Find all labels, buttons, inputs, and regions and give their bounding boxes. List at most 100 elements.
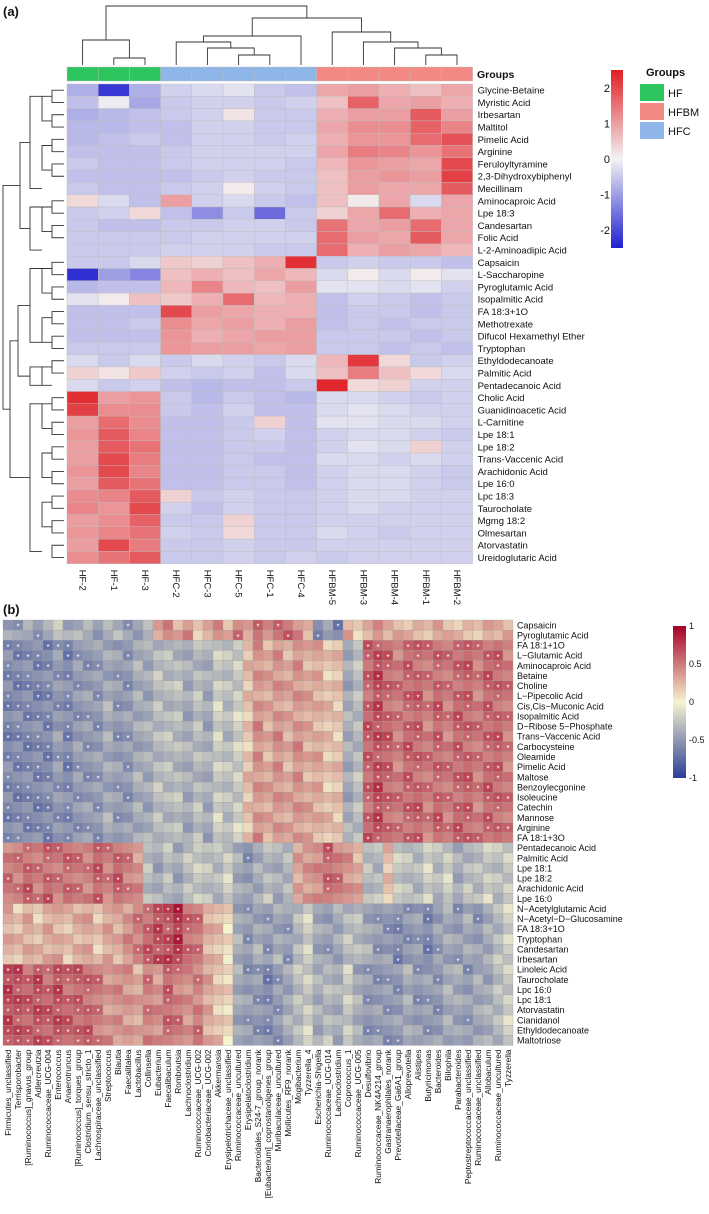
significance-mark: * xyxy=(146,957,149,966)
heatmap-b-cell xyxy=(122,822,134,833)
heatmap-b-cell xyxy=(32,944,44,955)
heatmap-b-cell xyxy=(252,903,264,914)
heatmap-a-cell xyxy=(378,514,411,528)
heatmap-b-cell xyxy=(42,670,54,681)
heatmap-a-cell xyxy=(410,477,442,491)
heatmap-b-cell xyxy=(142,751,154,762)
heatmap-b-cell xyxy=(302,832,314,844)
heatmap-a-cell xyxy=(222,268,255,282)
heatmap-b-cell xyxy=(202,711,214,722)
heatmap-b-cell xyxy=(122,812,134,823)
row-label: Mecillinam xyxy=(478,184,523,195)
heatmap-b-cell xyxy=(72,873,84,884)
significance-mark: * xyxy=(446,825,449,834)
heatmap-b-cell xyxy=(282,792,294,803)
heatmap-b-cell xyxy=(452,1004,464,1016)
significance-mark: * xyxy=(406,906,409,915)
significance-mark: * xyxy=(46,1038,49,1047)
heatmap-b-cell xyxy=(152,670,164,681)
heatmap-b-cell xyxy=(82,873,94,884)
heatmap-b-cell xyxy=(392,721,404,732)
heatmap-b-cell xyxy=(212,852,224,864)
heatmap-b-cell xyxy=(342,812,354,823)
heatmap-b-cell xyxy=(352,751,364,762)
heatmap-b-cell xyxy=(72,619,84,631)
row-label: Mgmg 18:2 xyxy=(478,516,526,527)
heatmap-b-cell xyxy=(422,862,434,874)
significance-mark: * xyxy=(66,815,69,824)
heatmap-b-cell xyxy=(372,852,384,864)
significance-mark: * xyxy=(56,785,59,794)
heatmap-a-cell xyxy=(191,317,224,331)
significance-mark: * xyxy=(6,704,9,713)
heatmap-b-cell xyxy=(52,690,64,702)
heatmap-b-cell xyxy=(32,670,44,681)
heatmap-a-cell xyxy=(97,194,130,208)
heatmap-b-cell xyxy=(482,984,494,995)
heatmap-b-cell xyxy=(502,852,514,864)
heatmap-b-cell xyxy=(462,822,474,833)
heatmap-b-cell xyxy=(492,954,504,965)
heatmap-b-cell xyxy=(252,923,264,935)
heatmap-b-cell xyxy=(72,903,84,914)
heatmap-b-cell xyxy=(422,974,434,985)
heatmap-b-cell xyxy=(162,711,174,722)
heatmap-a-cell xyxy=(66,452,99,466)
heatmap-b-cell xyxy=(222,1025,234,1036)
heatmap-b-cell xyxy=(222,832,234,844)
heatmap-b-cell xyxy=(102,883,114,894)
heatmap-b-cell xyxy=(482,1014,494,1026)
heatmap-a-cell xyxy=(253,194,286,208)
heatmap-b-cell xyxy=(492,994,504,1006)
heatmap-b-cell xyxy=(432,984,444,995)
significance-mark: * xyxy=(166,1028,169,1037)
heatmap-b-cell xyxy=(272,731,284,742)
significance-mark: * xyxy=(86,744,89,753)
significance-mark: * xyxy=(436,744,439,753)
dendrogram-branch xyxy=(51,225,64,239)
heatmap-b-cell xyxy=(12,771,24,783)
heatmap-b-cell xyxy=(412,893,424,904)
heatmap-b-cell xyxy=(392,660,404,671)
heatmap-b-cell xyxy=(452,700,464,712)
heatmap-b-cell xyxy=(2,913,14,925)
heatmap-b-cell xyxy=(452,964,464,975)
heatmap-b-cell xyxy=(12,873,24,884)
heatmap-b-cell xyxy=(172,700,184,712)
dendrogram-branch xyxy=(51,544,64,558)
significance-mark: * xyxy=(196,916,199,925)
significance-mark: * xyxy=(266,916,269,925)
heatmap-b-cell xyxy=(82,883,94,894)
heatmap-a-cell xyxy=(129,366,161,380)
heatmap-b-cell xyxy=(102,711,114,722)
heatmap-b-cell xyxy=(302,802,314,813)
significance-mark: * xyxy=(186,947,189,956)
heatmap-b-cell xyxy=(312,862,324,874)
heatmap-a-cell xyxy=(97,354,130,368)
heatmap-b-cell xyxy=(482,862,494,874)
heatmap-b-cell xyxy=(202,690,214,702)
heatmap-b-cell xyxy=(292,873,304,884)
row-label: Irbesartan xyxy=(517,955,558,965)
heatmap-a-cell xyxy=(410,502,442,515)
heatmap-b-cell xyxy=(22,751,34,762)
heatmap-b-cell xyxy=(402,984,414,995)
heatmap-a-cell xyxy=(129,354,161,368)
heatmap-b-cell xyxy=(52,629,64,641)
heatmap-a-cell xyxy=(191,538,224,552)
row-label: Cis,Cis−Muconic Acid xyxy=(517,701,604,711)
dendrogram-branch xyxy=(105,5,308,40)
heatmap-b-cell xyxy=(272,721,284,732)
heatmap-b-cell xyxy=(472,964,484,975)
row-label: L-2-Aminoadipic Acid xyxy=(478,245,567,256)
heatmap-b-cell xyxy=(442,852,454,864)
heatmap-b-cell xyxy=(22,629,34,641)
heatmap-a-cell xyxy=(160,280,193,294)
heatmap-a-cell xyxy=(316,231,349,245)
heatmap-b-cell xyxy=(212,832,224,844)
heatmap-b-cell xyxy=(232,761,244,773)
heatmap-b-cell xyxy=(182,1035,194,1046)
heatmap-b-cell xyxy=(322,812,334,823)
heatmap-b-cell xyxy=(492,893,504,904)
heatmap-b-cell xyxy=(352,883,364,894)
